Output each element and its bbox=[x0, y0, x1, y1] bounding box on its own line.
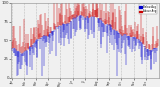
Legend: Below Avg, Above Avg: Below Avg, Above Avg bbox=[139, 4, 157, 14]
